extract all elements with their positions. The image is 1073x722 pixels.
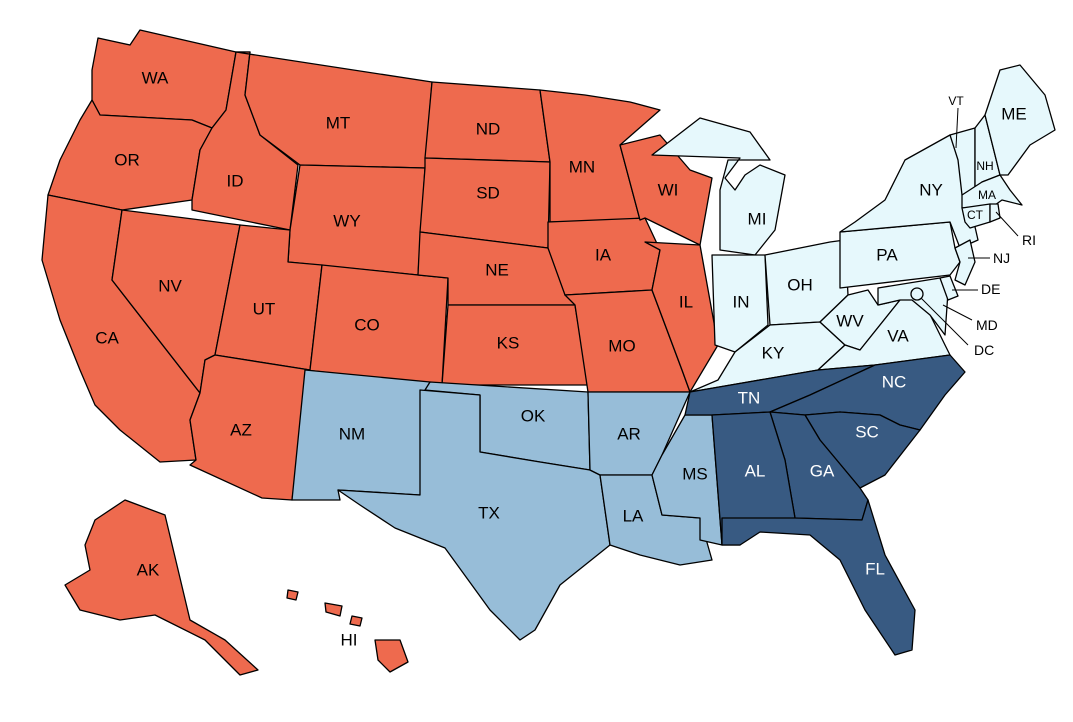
leader-vt [955, 107, 959, 149]
state-ri[interactable] [989, 203, 1001, 223]
leader-ri [995, 211, 1019, 237]
label-ri: RI [1022, 232, 1036, 248]
state-hi[interactable] [286, 589, 409, 673]
label-sd: SD [476, 184, 500, 203]
label-de: DE [981, 281, 1000, 297]
label-dc: DC [974, 342, 994, 358]
label-va: VA [887, 327, 909, 346]
label-mn: MN [569, 158, 595, 177]
label-md: MD [976, 317, 998, 333]
label-co: CO [354, 316, 380, 335]
state-mi[interactable] [651, 117, 786, 256]
label-wy: WY [333, 212, 360, 231]
leader-md [942, 304, 973, 321]
label-ak: AK [137, 561, 160, 580]
label-ms: MS [682, 465, 708, 484]
label-ar: AR [617, 425, 641, 444]
label-az: AZ [230, 421, 252, 440]
label-ma: MA [978, 188, 996, 202]
leader-labels: VT RI NJ DE MD DC [920, 94, 1036, 358]
label-mt: MT [326, 114, 351, 133]
label-pa: PA [876, 246, 898, 265]
state-fl[interactable] [721, 499, 916, 656]
label-ne: NE [485, 261, 509, 280]
state-nj[interactable] [954, 239, 976, 286]
state-ct[interactable] [961, 203, 991, 229]
label-ga: GA [810, 462, 835, 481]
label-id: ID [227, 172, 244, 191]
label-nc: NC [882, 373, 907, 392]
label-ok: OK [521, 407, 546, 426]
label-in: IN [733, 293, 750, 312]
label-fl: FL [865, 560, 885, 579]
label-ca: CA [95, 329, 119, 348]
label-ky: KY [762, 344, 785, 363]
state-il[interactable] [644, 241, 719, 393]
label-ct: CT [967, 208, 984, 222]
label-nv: NV [158, 277, 182, 296]
label-nh: NH [976, 159, 993, 173]
state-dc[interactable] [910, 287, 924, 301]
region-west [41, 29, 719, 676]
state-me[interactable] [984, 64, 1056, 176]
label-hi: HI [341, 631, 358, 650]
label-ut: UT [253, 300, 276, 319]
state-wi[interactable] [619, 134, 713, 246]
label-or: OR [114, 151, 140, 170]
label-vt: VT [948, 94, 964, 108]
label-wi: WI [658, 181, 679, 200]
state-de[interactable] [939, 275, 959, 301]
label-ia: IA [595, 246, 612, 265]
label-wv: WV [836, 312, 864, 331]
label-ks: KS [497, 334, 520, 353]
region-southeast [684, 354, 966, 656]
state-labels: WA OR CA ID NV MT WY UT AZ CO ND SD NE K… [95, 69, 1027, 650]
label-ny: NY [919, 181, 943, 200]
label-al: AL [745, 462, 766, 481]
region-east [651, 64, 1056, 393]
label-sc: SC [855, 423, 879, 442]
label-mi: MI [748, 210, 767, 229]
label-wa: WA [142, 69, 169, 88]
label-tn: TN [738, 389, 761, 408]
state-ak[interactable] [64, 499, 259, 676]
label-il: IL [679, 293, 693, 312]
leader-dc [920, 297, 969, 346]
label-nj: NJ [993, 250, 1010, 266]
state-tx[interactable] [337, 389, 611, 641]
label-nd: ND [476, 120, 501, 139]
label-la: LA [623, 507, 644, 526]
label-mo: MO [608, 337, 635, 356]
label-tx: TX [478, 504, 500, 523]
label-me: ME [1001, 105, 1027, 124]
label-oh: OH [787, 276, 813, 295]
label-nm: NM [339, 425, 365, 444]
region-central-south [291, 369, 723, 641]
